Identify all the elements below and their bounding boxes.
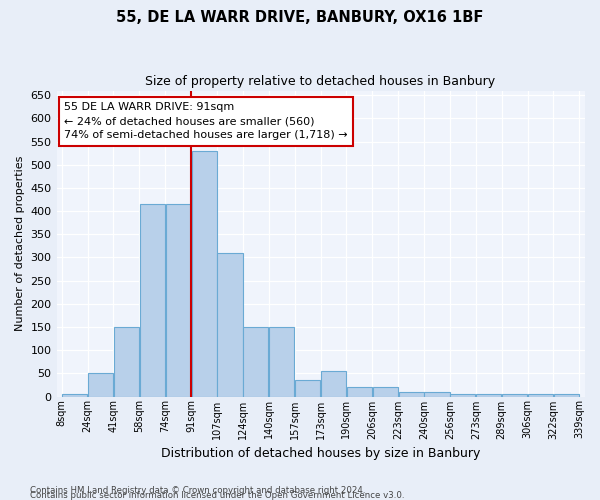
Bar [502, 394, 527, 396]
Text: Contains HM Land Registry data © Crown copyright and database right 2024.: Contains HM Land Registry data © Crown c… [30, 486, 365, 495]
Bar [269, 327, 294, 396]
Bar [321, 371, 346, 396]
Bar [373, 387, 398, 396]
Bar [88, 374, 113, 396]
Text: 55 DE LA WARR DRIVE: 91sqm
← 24% of detached houses are smaller (560)
74% of sem: 55 DE LA WARR DRIVE: 91sqm ← 24% of deta… [64, 102, 348, 140]
Text: Contains public sector information licensed under the Open Government Licence v3: Contains public sector information licen… [30, 491, 404, 500]
Bar [243, 327, 268, 396]
Y-axis label: Number of detached properties: Number of detached properties [15, 156, 25, 331]
Bar [528, 394, 553, 396]
Bar [476, 394, 502, 396]
Bar [451, 394, 475, 396]
Bar [424, 392, 449, 396]
X-axis label: Distribution of detached houses by size in Banbury: Distribution of detached houses by size … [161, 447, 480, 460]
Bar [398, 392, 424, 396]
Bar [166, 204, 191, 396]
Bar [140, 204, 165, 396]
Bar [62, 394, 87, 396]
Title: Size of property relative to detached houses in Banbury: Size of property relative to detached ho… [145, 75, 496, 88]
Bar [191, 151, 217, 396]
Bar [347, 387, 372, 396]
Bar [114, 327, 139, 396]
Text: 55, DE LA WARR DRIVE, BANBURY, OX16 1BF: 55, DE LA WARR DRIVE, BANBURY, OX16 1BF [116, 10, 484, 25]
Bar [295, 380, 320, 396]
Bar [217, 253, 242, 396]
Bar [554, 394, 579, 396]
